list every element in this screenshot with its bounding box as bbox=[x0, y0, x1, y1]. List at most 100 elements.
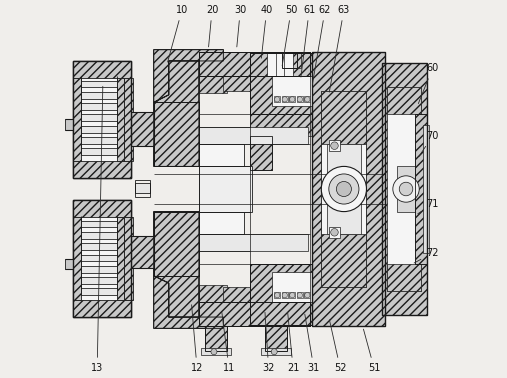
Bar bbox=[282, 53, 297, 68]
Circle shape bbox=[336, 181, 351, 197]
Circle shape bbox=[211, 349, 217, 355]
Bar bbox=[154, 50, 389, 328]
Bar bbox=[327, 144, 361, 234]
Polygon shape bbox=[154, 212, 199, 317]
Bar bbox=[65, 259, 74, 269]
Bar bbox=[199, 51, 310, 76]
Bar bbox=[387, 87, 421, 291]
Bar bbox=[117, 78, 124, 161]
Bar bbox=[250, 264, 312, 325]
Bar bbox=[73, 217, 81, 300]
Polygon shape bbox=[154, 50, 224, 102]
Text: 72: 72 bbox=[414, 248, 439, 263]
Bar bbox=[199, 302, 310, 327]
Bar bbox=[81, 81, 117, 87]
Circle shape bbox=[275, 293, 280, 298]
Text: 13: 13 bbox=[91, 86, 103, 373]
Bar bbox=[274, 96, 280, 102]
Text: 12: 12 bbox=[191, 305, 203, 373]
Bar bbox=[81, 254, 117, 261]
Circle shape bbox=[289, 97, 295, 102]
Text: 21: 21 bbox=[287, 312, 299, 373]
Bar bbox=[282, 292, 288, 298]
Circle shape bbox=[399, 182, 413, 196]
Bar bbox=[81, 288, 117, 295]
Bar bbox=[117, 217, 124, 300]
Text: 71: 71 bbox=[418, 199, 439, 214]
Circle shape bbox=[282, 97, 287, 102]
Bar bbox=[73, 200, 131, 217]
Bar bbox=[131, 236, 154, 268]
Bar bbox=[135, 180, 150, 197]
Bar bbox=[73, 61, 131, 78]
Bar bbox=[387, 264, 421, 291]
Bar bbox=[199, 166, 251, 212]
Circle shape bbox=[289, 293, 295, 298]
Bar bbox=[396, 166, 415, 212]
Bar bbox=[73, 200, 131, 317]
Bar bbox=[135, 183, 150, 193]
Bar bbox=[81, 137, 117, 144]
Bar bbox=[250, 136, 272, 170]
Bar bbox=[329, 227, 340, 238]
Bar bbox=[73, 61, 131, 178]
Bar bbox=[81, 115, 117, 121]
Circle shape bbox=[331, 229, 338, 236]
Bar bbox=[81, 232, 117, 239]
Bar bbox=[154, 102, 199, 166]
Text: 30: 30 bbox=[234, 5, 246, 47]
Circle shape bbox=[329, 174, 359, 204]
Polygon shape bbox=[154, 61, 199, 166]
Text: 50: 50 bbox=[282, 5, 297, 66]
Bar bbox=[131, 112, 154, 146]
Polygon shape bbox=[154, 276, 224, 328]
Circle shape bbox=[305, 97, 310, 102]
Bar bbox=[131, 112, 154, 146]
Bar bbox=[382, 63, 427, 315]
Text: 11: 11 bbox=[222, 312, 235, 373]
Bar bbox=[199, 127, 308, 144]
Bar bbox=[154, 102, 199, 166]
Bar bbox=[81, 92, 117, 99]
Bar bbox=[131, 236, 154, 268]
Bar bbox=[329, 140, 340, 151]
Bar bbox=[81, 103, 117, 110]
Text: 31: 31 bbox=[305, 314, 320, 373]
Bar bbox=[274, 292, 280, 298]
Bar bbox=[81, 126, 117, 133]
Bar bbox=[265, 327, 287, 351]
Bar bbox=[282, 96, 288, 102]
Bar bbox=[199, 302, 310, 327]
Text: 51: 51 bbox=[364, 329, 380, 373]
Bar bbox=[199, 144, 244, 166]
Bar bbox=[415, 114, 427, 264]
Bar bbox=[73, 300, 131, 317]
Text: 61: 61 bbox=[301, 5, 315, 77]
Bar bbox=[250, 53, 312, 114]
Bar bbox=[224, 287, 251, 302]
Text: 52: 52 bbox=[330, 320, 346, 373]
Bar bbox=[81, 266, 117, 273]
Bar bbox=[272, 272, 312, 302]
Bar bbox=[321, 91, 367, 287]
Bar bbox=[312, 51, 385, 327]
Bar bbox=[261, 348, 291, 355]
Bar bbox=[265, 327, 287, 351]
Circle shape bbox=[393, 176, 419, 202]
Bar bbox=[282, 53, 297, 68]
Circle shape bbox=[321, 166, 367, 212]
Bar bbox=[81, 243, 117, 250]
Circle shape bbox=[282, 293, 287, 298]
Bar bbox=[387, 87, 421, 114]
Circle shape bbox=[305, 293, 310, 298]
Bar bbox=[250, 136, 272, 170]
Bar bbox=[304, 292, 310, 298]
Bar bbox=[267, 53, 278, 76]
Text: 62: 62 bbox=[312, 5, 331, 85]
Bar bbox=[297, 292, 303, 298]
Bar bbox=[81, 221, 117, 228]
Circle shape bbox=[331, 142, 338, 149]
Bar bbox=[204, 327, 227, 351]
Text: 40: 40 bbox=[261, 5, 273, 58]
Bar bbox=[289, 292, 295, 298]
